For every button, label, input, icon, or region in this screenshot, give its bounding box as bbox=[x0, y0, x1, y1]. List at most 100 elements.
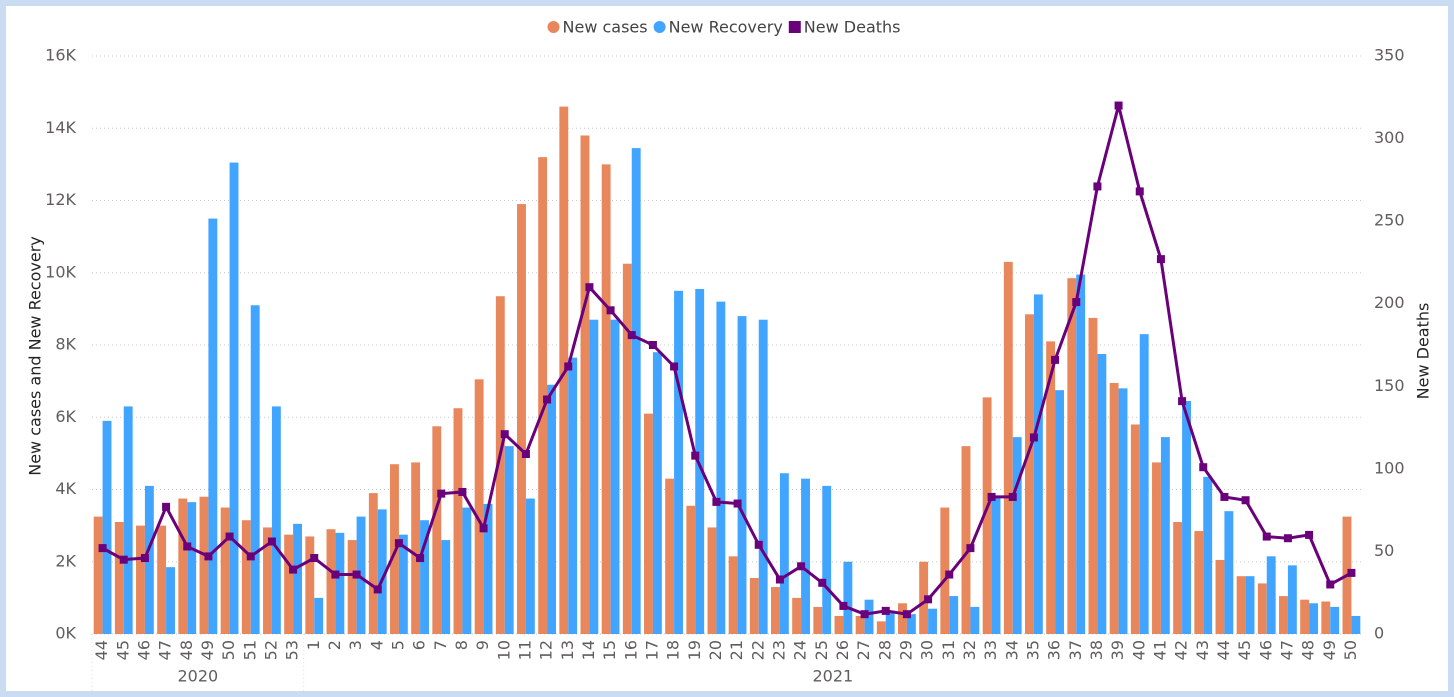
x-tick-label: 51 bbox=[240, 640, 259, 660]
bar bbox=[876, 621, 886, 634]
bar bbox=[813, 606, 823, 634]
bar bbox=[1245, 576, 1255, 634]
x-tick-label: 52 bbox=[261, 640, 280, 660]
x-tick-label: 12 bbox=[537, 640, 556, 660]
bar bbox=[771, 587, 780, 634]
y-tick-label: 14K bbox=[45, 118, 76, 137]
line-marker bbox=[98, 544, 107, 553]
x-tick-label: 1 bbox=[304, 640, 323, 650]
bar bbox=[1033, 294, 1043, 634]
line-marker bbox=[670, 362, 679, 371]
line-marker bbox=[183, 542, 192, 551]
bar bbox=[347, 540, 357, 634]
bar bbox=[1025, 314, 1034, 634]
bar bbox=[1287, 565, 1297, 634]
x-tick-label: 3 bbox=[346, 640, 365, 650]
bar bbox=[1130, 424, 1140, 634]
x-tick-label: 10 bbox=[494, 640, 513, 660]
bar bbox=[1257, 583, 1267, 634]
x-tick-label: 23 bbox=[769, 640, 788, 660]
bar bbox=[631, 148, 641, 634]
bar bbox=[123, 406, 133, 634]
bar bbox=[580, 135, 590, 634]
bar bbox=[610, 319, 620, 634]
line-marker bbox=[585, 283, 594, 292]
bar bbox=[368, 493, 378, 634]
bar bbox=[940, 507, 950, 634]
bar bbox=[961, 446, 971, 634]
line-marker bbox=[500, 430, 509, 439]
x-tick-label: 42 bbox=[1172, 640, 1191, 660]
line-marker bbox=[648, 341, 657, 349]
legend: New cases New Recovery New Deaths bbox=[547, 18, 900, 37]
y2-axis-title: New Deaths bbox=[1414, 303, 1433, 400]
line-marker bbox=[1008, 492, 1017, 501]
bar bbox=[114, 522, 124, 634]
x-tick-label: 48 bbox=[1299, 640, 1318, 660]
bar bbox=[695, 289, 705, 634]
x-tick-label: 21 bbox=[727, 640, 746, 660]
bar bbox=[1321, 601, 1331, 634]
bar bbox=[885, 610, 895, 634]
x-tick-label: 49 bbox=[198, 640, 217, 660]
line-marker bbox=[881, 606, 890, 615]
bar bbox=[898, 603, 907, 634]
legend-swatch bbox=[788, 21, 801, 33]
bar bbox=[1279, 596, 1288, 634]
bar bbox=[166, 567, 175, 634]
x-tick-label: 40 bbox=[1129, 640, 1148, 660]
bar bbox=[601, 164, 611, 634]
line-marker bbox=[543, 395, 552, 404]
bar bbox=[665, 478, 675, 634]
bar bbox=[420, 520, 429, 634]
x-tick-label: 16 bbox=[621, 640, 640, 660]
bar bbox=[187, 502, 197, 634]
bar bbox=[1118, 388, 1128, 634]
bar bbox=[1330, 606, 1340, 634]
bar bbox=[335, 532, 345, 634]
bar bbox=[1097, 354, 1107, 634]
x-tick-label: 19 bbox=[685, 640, 704, 660]
y-tick-label: 0K bbox=[55, 624, 76, 643]
legend-item: New Deaths bbox=[788, 18, 900, 37]
y-tick-label: 6K bbox=[55, 407, 76, 426]
bar bbox=[229, 162, 239, 634]
bar bbox=[652, 352, 662, 634]
bar bbox=[547, 384, 556, 634]
line-marker bbox=[246, 552, 255, 561]
line-marker bbox=[1220, 492, 1229, 501]
line-marker bbox=[162, 502, 171, 511]
bar bbox=[305, 536, 315, 634]
y-tick-label: 2K bbox=[55, 551, 76, 570]
bar bbox=[928, 608, 937, 634]
bar bbox=[855, 615, 865, 634]
legend-item: New cases bbox=[547, 18, 648, 37]
y2-tick-label: 150 bbox=[1374, 376, 1405, 395]
bar bbox=[102, 420, 112, 634]
bar bbox=[589, 319, 599, 634]
x-tick-label: 4 bbox=[367, 640, 386, 650]
x-tick-label: 31 bbox=[939, 640, 958, 660]
bar bbox=[1076, 274, 1086, 634]
bar bbox=[749, 578, 759, 634]
line-marker bbox=[1029, 433, 1038, 442]
line-marker bbox=[204, 552, 213, 561]
x-tick-label: 8 bbox=[452, 640, 471, 650]
line-marker bbox=[1305, 530, 1314, 539]
bar bbox=[1088, 317, 1098, 634]
bar bbox=[991, 496, 1001, 634]
bar bbox=[843, 561, 853, 634]
line-marker bbox=[966, 544, 975, 553]
x-tick-label: 11 bbox=[515, 640, 534, 660]
bar bbox=[1109, 382, 1119, 634]
bar bbox=[157, 525, 167, 634]
bar bbox=[504, 446, 514, 634]
bar bbox=[411, 462, 421, 634]
line-marker bbox=[352, 570, 361, 579]
bar bbox=[144, 485, 154, 634]
line-marker bbox=[1178, 397, 1187, 406]
bar bbox=[568, 357, 578, 634]
bar bbox=[1300, 599, 1310, 634]
line-marker bbox=[479, 524, 488, 533]
bar bbox=[1012, 437, 1022, 634]
